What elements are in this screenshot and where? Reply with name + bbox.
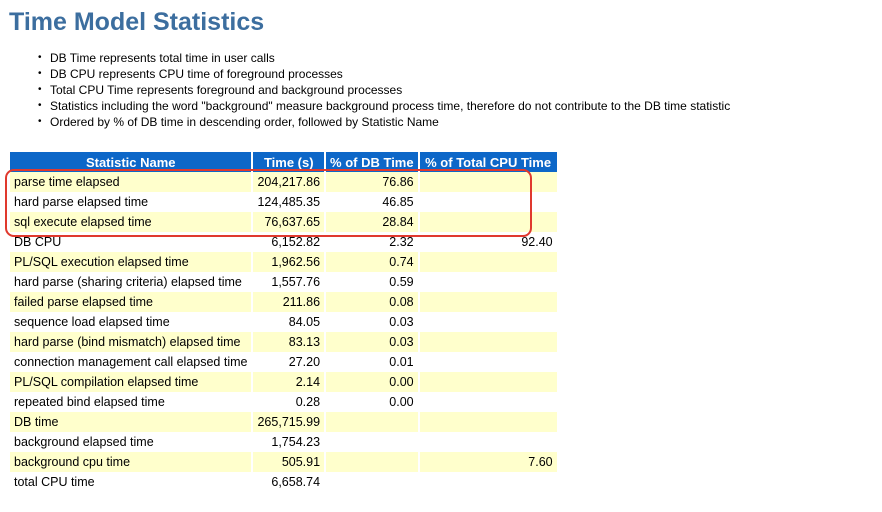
statistic-name-cell: parse time elapsed [10, 172, 254, 192]
table-row: hard parse (sharing criteria) elapsed ti… [10, 272, 557, 292]
time-cell: 83.13 [253, 332, 327, 352]
statistic-name-cell: background elapsed time [10, 432, 254, 452]
pct-db-time-cell: 0.59 [326, 272, 420, 292]
time-model-statistics-table: Statistic Name Time (s) % of DB Time % o… [10, 152, 557, 492]
statistic-name-cell: repeated bind elapsed time [10, 392, 254, 412]
table-header-row: Statistic Name Time (s) % of DB Time % o… [10, 152, 557, 172]
table-row: sql execute elapsed time 76,637.65 28.84 [10, 212, 557, 232]
time-cell: 1,962.56 [253, 252, 327, 272]
pct-total-cpu-cell: 92.40 [419, 232, 557, 252]
statistic-name-cell: hard parse (bind mismatch) elapsed time [10, 332, 254, 352]
pct-total-cpu-cell [419, 432, 557, 452]
time-cell: 6,152.82 [253, 232, 327, 252]
time-cell: 27.20 [253, 352, 327, 372]
table-row: repeated bind elapsed time 0.28 0.00 [10, 392, 557, 412]
time-cell: 1,754.23 [253, 432, 327, 452]
pct-total-cpu-cell [419, 312, 557, 332]
table-row: failed parse elapsed time 211.86 0.08 [10, 292, 557, 312]
pct-total-cpu-cell [419, 352, 557, 372]
pct-db-time-cell: 0.01 [326, 352, 420, 372]
table-row: background cpu time 505.91 7.60 [10, 452, 557, 472]
page-title: Time Model Statistics [9, 8, 265, 36]
table-row: PL/SQL execution elapsed time 1,962.56 0… [10, 252, 557, 272]
time-cell: 6,658.74 [253, 472, 327, 492]
pct-db-time-cell: 0.00 [326, 392, 420, 412]
table-row: connection management call elapsed time … [10, 352, 557, 372]
pct-total-cpu-cell [419, 212, 557, 232]
pct-total-cpu-cell: 7.60 [419, 452, 557, 472]
statistic-name-cell: DB time [10, 412, 254, 432]
pct-total-cpu-cell [419, 272, 557, 292]
statistic-name-cell: failed parse elapsed time [10, 292, 254, 312]
pct-total-cpu-cell [419, 372, 557, 392]
pct-db-time-cell: 0.00 [326, 372, 420, 392]
pct-total-cpu-cell [419, 192, 557, 212]
pct-total-cpu-cell [419, 472, 557, 492]
pct-db-time-cell: 76.86 [326, 172, 420, 192]
pct-total-cpu-cell [419, 392, 557, 412]
pct-db-time-cell [326, 472, 420, 492]
time-cell: 124,485.35 [253, 192, 327, 212]
table-row: DB time 265,715.99 [10, 412, 557, 432]
statistic-name-cell: DB CPU [10, 232, 254, 252]
pct-db-time-cell: 28.84 [326, 212, 420, 232]
pct-total-cpu-cell [419, 292, 557, 312]
time-cell: 2.14 [253, 372, 327, 392]
statistic-name-cell: background cpu time [10, 452, 254, 472]
pct-db-time-cell: 2.32 [326, 232, 420, 252]
time-cell: 76,637.65 [253, 212, 327, 232]
table-row: background elapsed time 1,754.23 [10, 432, 557, 452]
pct-total-cpu-cell [419, 412, 557, 432]
pct-total-cpu-cell [419, 172, 557, 192]
statistic-name-cell: sequence load elapsed time [10, 312, 254, 332]
table-row: sequence load elapsed time 84.05 0.03 [10, 312, 557, 332]
column-header-pct-db-time: % of DB Time [326, 152, 420, 172]
pct-db-time-cell [326, 452, 420, 472]
pct-db-time-cell: 0.03 [326, 312, 420, 332]
pct-db-time-cell [326, 412, 420, 432]
time-cell: 1,557.76 [253, 272, 327, 292]
statistic-name-cell: PL/SQL execution elapsed time [10, 252, 254, 272]
column-header-pct-total-cpu-time: % of Total CPU Time [419, 152, 557, 172]
notes-list: DB Time represents total time in user ca… [38, 50, 730, 130]
time-cell: 211.86 [253, 292, 327, 312]
note-item: DB Time represents total time in user ca… [38, 50, 730, 66]
table-row: PL/SQL compilation elapsed time 2.14 0.0… [10, 372, 557, 392]
table-row: parse time elapsed 204,217.86 76.86 [10, 172, 557, 192]
table-row: hard parse elapsed time 124,485.35 46.85 [10, 192, 557, 212]
statistic-name-cell: hard parse elapsed time [10, 192, 254, 212]
statistic-name-cell: hard parse (sharing criteria) elapsed ti… [10, 272, 254, 292]
note-item: DB CPU represents CPU time of foreground… [38, 66, 730, 82]
time-cell: 265,715.99 [253, 412, 327, 432]
statistic-name-cell: sql execute elapsed time [10, 212, 254, 232]
pct-db-time-cell: 0.03 [326, 332, 420, 352]
column-header-statistic-name: Statistic Name [10, 152, 254, 172]
time-cell: 0.28 [253, 392, 327, 412]
table-row: DB CPU 6,152.82 2.32 92.40 [10, 232, 557, 252]
note-item: Statistics including the word "backgroun… [38, 98, 730, 114]
time-cell: 204,217.86 [253, 172, 327, 192]
note-item: Total CPU Time represents foreground and… [38, 82, 730, 98]
table-row: hard parse (bind mismatch) elapsed time … [10, 332, 557, 352]
pct-db-time-cell [326, 432, 420, 452]
column-header-time-s: Time (s) [253, 152, 327, 172]
statistic-name-cell: total CPU time [10, 472, 254, 492]
table-row: total CPU time 6,658.74 [10, 472, 557, 492]
pct-db-time-cell: 46.85 [326, 192, 420, 212]
pct-total-cpu-cell [419, 332, 557, 352]
note-item: Ordered by % of DB time in descending or… [38, 114, 730, 130]
statistic-name-cell: connection management call elapsed time [10, 352, 254, 372]
pct-db-time-cell: 0.74 [326, 252, 420, 272]
pct-db-time-cell: 0.08 [326, 292, 420, 312]
pct-total-cpu-cell [419, 252, 557, 272]
statistic-name-cell: PL/SQL compilation elapsed time [10, 372, 254, 392]
time-cell: 84.05 [253, 312, 327, 332]
time-cell: 505.91 [253, 452, 327, 472]
